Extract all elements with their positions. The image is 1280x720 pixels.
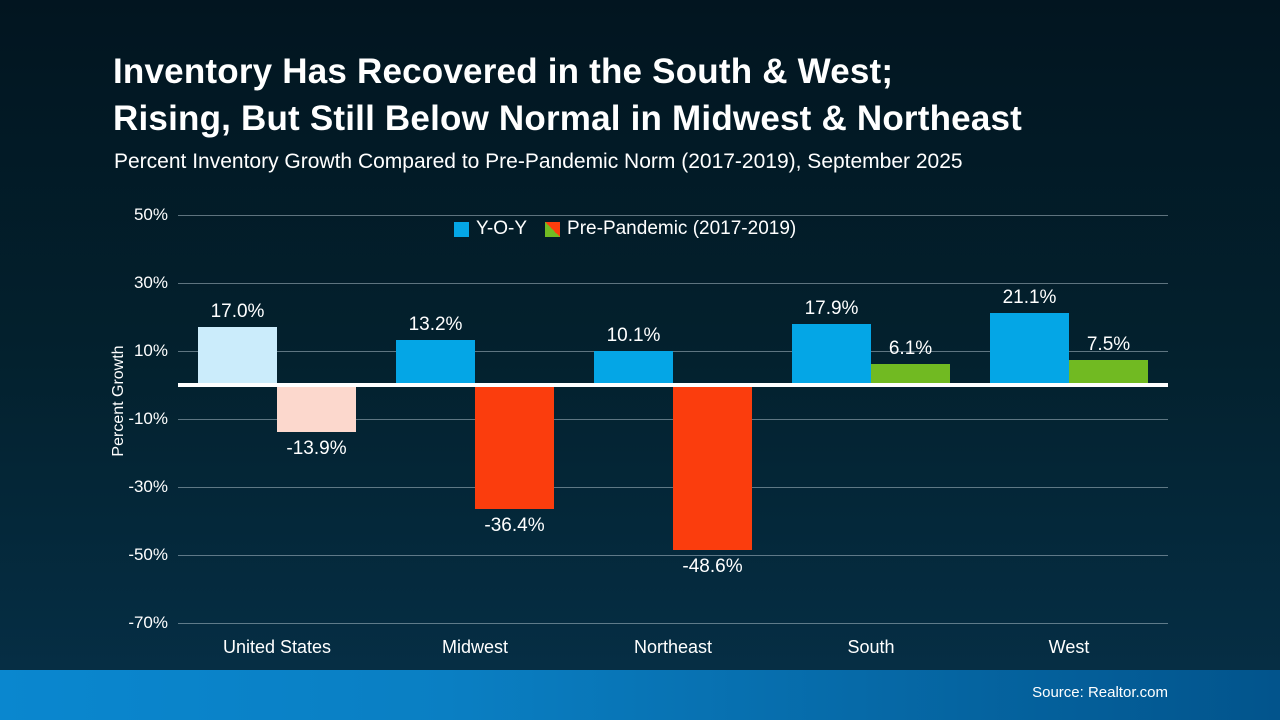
legend-swatch-icon: [545, 221, 561, 237]
bar-y-o-y-northeast: [594, 350, 673, 385]
footer-band: Source: Realtor.com: [0, 670, 1280, 720]
bar-y-o-y-west: [990, 313, 1069, 385]
legend-swatch-icon: [454, 221, 469, 237]
chart-title-line1: Inventory Has Recovered in the South & W…: [113, 52, 894, 91]
bar-y-o-y-midwest: [396, 340, 475, 385]
bar-chart: Percent Growth Y-O-Y Pre-Pandemic (2017-2…: [110, 205, 1168, 657]
legend-label: Pre-Pandemic (2017-2019): [567, 218, 797, 239]
y-tick-label: -10%: [128, 409, 168, 428]
y-axis-label: Percent Growth: [110, 345, 127, 457]
bar-pre-pandemic-2017-2019--northeast: [673, 385, 752, 551]
bar-pre-pandemic-2017-2019--west: [1069, 359, 1148, 385]
gridline: [178, 283, 1168, 284]
bar-value-label: -13.9%: [286, 438, 347, 460]
gridline: [178, 351, 1168, 352]
bar-y-o-y-united-states: [198, 327, 277, 385]
zero-axis-line: [178, 383, 1168, 387]
source-credit: Source: Realtor.com: [1032, 684, 1168, 701]
bar-pre-pandemic-2017-2019--south: [871, 364, 950, 385]
bar-value-label: 21.1%: [1002, 287, 1057, 309]
gridline: [178, 555, 1168, 556]
x-category-label: United States: [222, 637, 332, 657]
gridline: [178, 215, 1168, 216]
bar-pre-pandemic-2017-2019--midwest: [475, 385, 554, 509]
bar-value-label: 17.0%: [210, 301, 265, 323]
legend-item: Pre-Pandemic (2017-2019): [545, 218, 796, 240]
y-tick-label: 50%: [133, 205, 168, 224]
legend-item: Y-O-Y: [454, 218, 527, 240]
x-category-label: Northeast: [633, 637, 713, 657]
bar-value-label: 10.1%: [606, 324, 661, 346]
y-tick-label: -30%: [128, 477, 168, 496]
bar-y-o-y-south: [792, 324, 871, 385]
bar-value-label: -48.6%: [682, 556, 743, 578]
bar-value-label: 17.9%: [804, 298, 859, 320]
legend-label: Y-O-Y: [476, 218, 528, 239]
bar-value-label: -36.4%: [484, 514, 545, 536]
y-tick-label: 30%: [133, 273, 168, 292]
bar-pre-pandemic-2017-2019--united-states: [277, 385, 356, 433]
x-category-label: Midwest: [441, 637, 508, 657]
y-tick-label: 10%: [133, 341, 168, 360]
bar-value-label: 6.1%: [888, 338, 933, 360]
chart-subtitle: Percent Inventory Growth Compared to Pre…: [114, 150, 963, 173]
y-tick-label: -50%: [128, 545, 168, 564]
bar-value-label: 13.2%: [408, 314, 463, 336]
y-tick-label: -70%: [128, 613, 168, 632]
x-category-label: South: [847, 637, 895, 657]
gridline: [178, 623, 1168, 624]
x-category-label: West: [1048, 637, 1090, 657]
chart-title-line2: Rising, But Still Below Normal in Midwes…: [113, 99, 1023, 138]
chart-title: Inventory Has Recovered in the South & W…: [113, 48, 1022, 142]
bar-value-label: 7.5%: [1086, 333, 1131, 355]
chart-legend: Y-O-Y Pre-Pandemic (2017-2019): [454, 218, 796, 240]
